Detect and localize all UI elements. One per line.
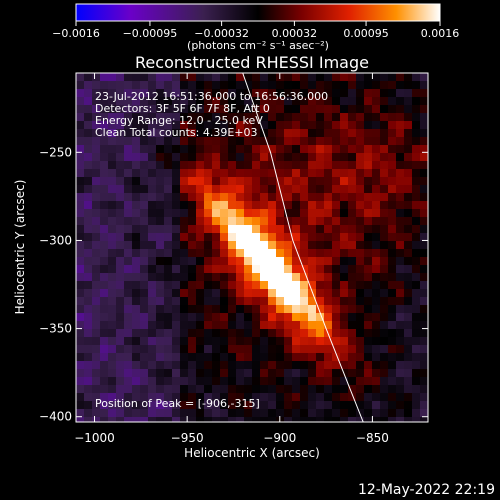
- annotation-line: Energy Range: 12.0 - 25.0 keV: [95, 114, 263, 127]
- y-tick-label: −350: [39, 322, 72, 336]
- annotation-line: 23-Jul-2012 16:51:36.000 to 16:56:36.000: [95, 90, 328, 103]
- y-axis-ticks: −250 −300 −350 −400: [39, 145, 428, 424]
- colorbar-tick-label: 0.0016: [421, 27, 460, 40]
- x-tick-label: −1000: [74, 431, 115, 445]
- x-tick-label: −900: [263, 431, 296, 445]
- chart-title: Reconstructed RHESSI Image: [135, 53, 369, 72]
- x-tick-label: −850: [356, 431, 389, 445]
- y-axis-label: Heliocentric Y (arcsec): [13, 180, 27, 315]
- plot-frame: [75, 72, 429, 423]
- colorbar-tick-label: 0.00095: [343, 27, 389, 40]
- annotation-line: Detectors: 3F 5F 6F 7F 8F, Att 0: [95, 102, 270, 115]
- y-tick-label: −300: [39, 233, 72, 247]
- x-axis-label: Heliocentric X (arcsec): [184, 446, 320, 460]
- x-axis-ticks: −1000 −950 −900 −850: [74, 73, 389, 445]
- colorbar: [75, 3, 441, 22]
- annotation-line: Clean Total counts: 4.39E+03: [95, 126, 258, 139]
- colorbar-tick-label: 0.00032: [272, 27, 318, 40]
- y-tick-label: −400: [39, 410, 72, 424]
- footer-date: 12-May-2022 22:19: [358, 482, 495, 498]
- y-tick-label: −250: [39, 145, 72, 159]
- annotations-block: 23-Jul-2012 16:51:36.000 to 16:56:36.000…: [95, 90, 328, 139]
- solar-limb-line: [242, 73, 364, 422]
- colorbar-tick-label: −0.00095: [123, 27, 178, 40]
- colorbar-ticks: −0.0016 −0.00095 −0.00032 0.00032 0.00095 0.0…: [52, 21, 459, 40]
- x-tick-label: −950: [171, 431, 204, 445]
- heatmap-cells: [76, 73, 428, 422]
- colorbar-tick-label: −0.00032: [194, 27, 249, 40]
- peak-position-label: Position of Peak = [-906,-315]: [95, 397, 260, 410]
- colorbar-units-label: (photons cm⁻² s⁻¹ asec⁻²): [187, 39, 329, 52]
- colorbar-tick-label: −0.0016: [52, 27, 100, 40]
